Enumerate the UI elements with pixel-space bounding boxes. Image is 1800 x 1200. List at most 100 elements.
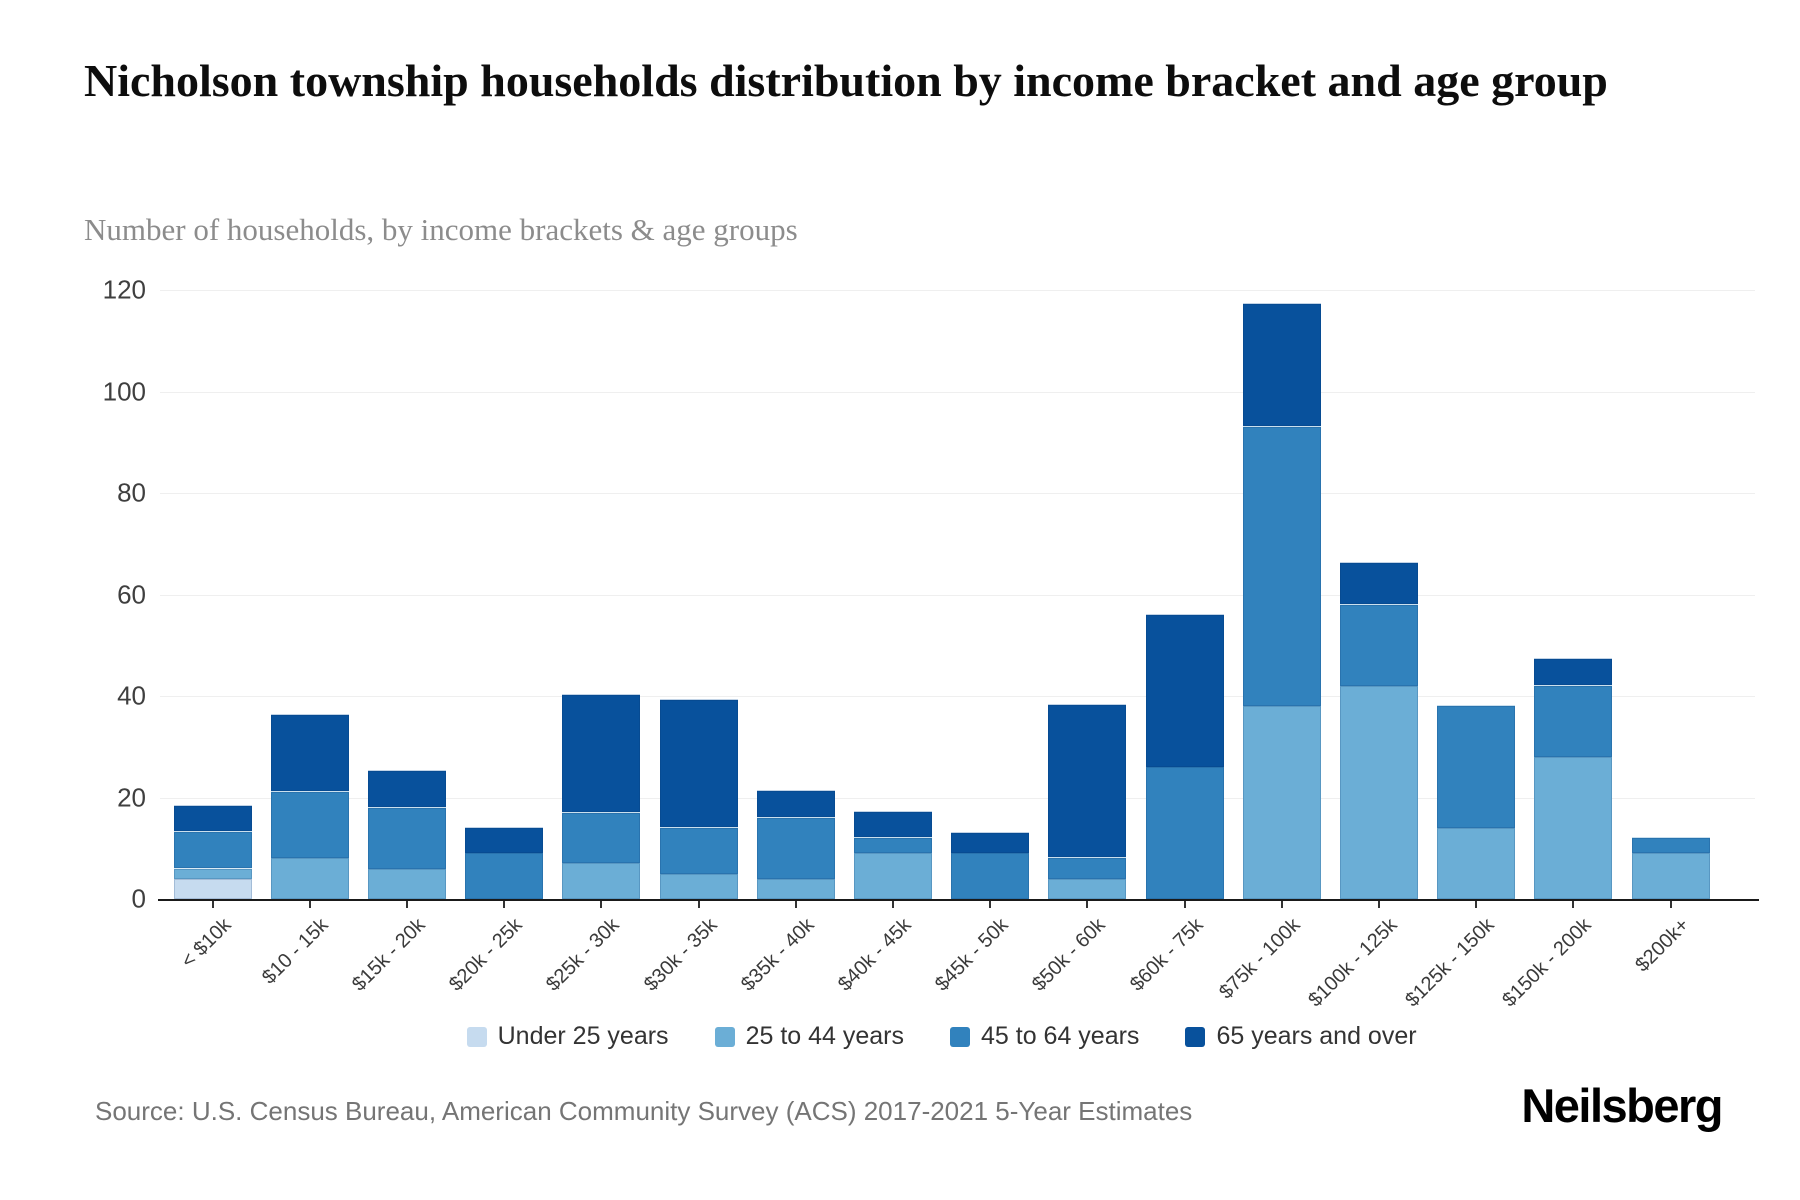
y-axis-label: 40 [117,680,146,711]
bar-segment[interactable] [270,791,349,859]
bar-segment[interactable] [368,868,446,899]
x-axis-tick [1572,901,1575,908]
bar-segment[interactable] [270,858,349,899]
x-axis-tick [989,901,992,908]
legend-label: 45 to 64 years [981,1022,1140,1050]
bar-segment[interactable] [854,853,932,899]
bar-segment[interactable] [1437,705,1516,828]
bar-segment[interactable] [1631,853,1710,899]
bar-segment[interactable] [173,867,252,879]
x-axis-label: $35k - 40k [736,914,819,996]
bar-segment[interactable] [1534,756,1613,899]
bar-segment[interactable] [756,790,835,817]
bar-segment[interactable] [173,878,252,899]
bar-segment[interactable] [562,694,641,812]
bar-200k [1631,837,1710,899]
bar-segment[interactable] [173,804,252,832]
bar-segment[interactable] [1048,857,1127,879]
bar-segment[interactable] [368,770,446,807]
gridline-y40 [160,696,1756,697]
bar-segment[interactable] [1437,827,1516,899]
bar-segment[interactable] [562,863,641,899]
x-axis-tick [406,901,408,908]
bar-60k-75k [1145,613,1224,899]
page-subtitle: Number of households, by income brackets… [84,212,798,247]
source-note: Source: U.S. Census Bureau, American Com… [95,1096,1193,1126]
bar-segment[interactable] [1534,684,1613,757]
x-axis-tick [697,901,700,908]
bar-segment[interactable] [368,806,446,869]
bar-segment[interactable] [1242,303,1321,427]
x-axis-label: $45k - 50k [931,914,1013,996]
bar-segment[interactable] [1242,706,1321,899]
bar-segment[interactable] [659,699,738,827]
chart-legend: Under 25 years 25 to 44 years 45 to 64 yea… [164,1022,1719,1051]
x-axis-tick [794,901,797,908]
legend-swatch [1185,1026,1206,1047]
bar-segment[interactable] [756,816,835,879]
x-axis-label: $50k - 60k [1028,914,1110,996]
x-axis-label: < $10k [176,914,236,973]
x-axis-tick [1086,901,1089,908]
legend-swatch [714,1026,735,1047]
bar-25k-30k [562,694,641,899]
gridline-y120 [160,290,1756,291]
bar-segment[interactable] [1048,704,1127,858]
bar-segment[interactable] [854,810,932,838]
bar-30k-35k [659,699,738,899]
y-axis-label: 80 [117,477,146,508]
bar-segment[interactable] [659,826,738,874]
x-axis-label: $125k - 150k [1401,914,1499,1012]
page-title: Nicholson township households distributi… [84,55,1608,106]
bar-segment[interactable] [173,831,252,868]
legend-item-under-25-years[interactable]: Under 25 years [466,1022,669,1051]
x-axis-tick [308,901,311,908]
bar-75k-100k [1242,303,1321,899]
bar-segment[interactable] [951,832,1030,854]
bar-segment[interactable] [1048,878,1127,899]
bar-segment[interactable] [270,714,349,792]
x-axis-line [158,899,1760,901]
bar-segment[interactable] [1340,685,1418,899]
x-axis-label: $15k - 20k [347,914,430,996]
x-axis-label: $30k - 35k [639,914,722,996]
bar-segment[interactable] [1340,603,1418,686]
bar-35k-40k [756,790,835,899]
y-axis-label: 60 [117,579,146,609]
legend-swatch [466,1026,487,1047]
brand-logo[interactable]: Neilsberg [1521,1079,1723,1132]
legend-item-25-to-44-years[interactable]: 25 to 44 years [714,1022,904,1051]
legend-label: 65 years and over [1216,1022,1417,1050]
bar-segment[interactable] [1534,658,1613,685]
bar-150k-200k [1534,658,1613,899]
legend-swatch [950,1026,970,1047]
legend-item-65-years-and-over[interactable]: 65 years and over [1185,1022,1417,1051]
bar-segment[interactable] [1145,613,1224,768]
x-axis-tick [1475,901,1478,908]
legend-item-45-to-64-years[interactable]: 45 to 64 years [950,1022,1139,1051]
bar-segment[interactable] [465,826,544,854]
bar-segment[interactable] [465,853,544,899]
x-axis-label: $150k - 200k [1498,914,1596,1012]
bar-segment[interactable] [562,811,641,864]
x-axis-tick [892,901,894,908]
x-axis-tick [600,901,603,908]
bar-segment[interactable] [854,837,932,854]
x-axis-label: $75k - 100k [1214,914,1305,1004]
bar-segment[interactable] [1145,767,1224,899]
x-axis-label: $200k+ [1630,914,1694,977]
x-axis-tick [1280,901,1283,908]
bar-100k-125k [1340,562,1418,899]
legend-label: 25 to 44 years [745,1022,904,1050]
bar-40k-45k [854,810,932,899]
bar-segment[interactable] [1242,426,1321,707]
bar-segment[interactable] [756,878,835,899]
bar-segment[interactable] [1340,562,1418,604]
bar-50k-60k [1048,704,1127,899]
x-axis-label: $25k - 30k [542,914,624,996]
bar-segment[interactable] [951,853,1030,899]
y-axis-label: 0 [131,883,146,914]
bar-segment[interactable] [1631,837,1710,854]
bar-segment[interactable] [659,873,738,899]
